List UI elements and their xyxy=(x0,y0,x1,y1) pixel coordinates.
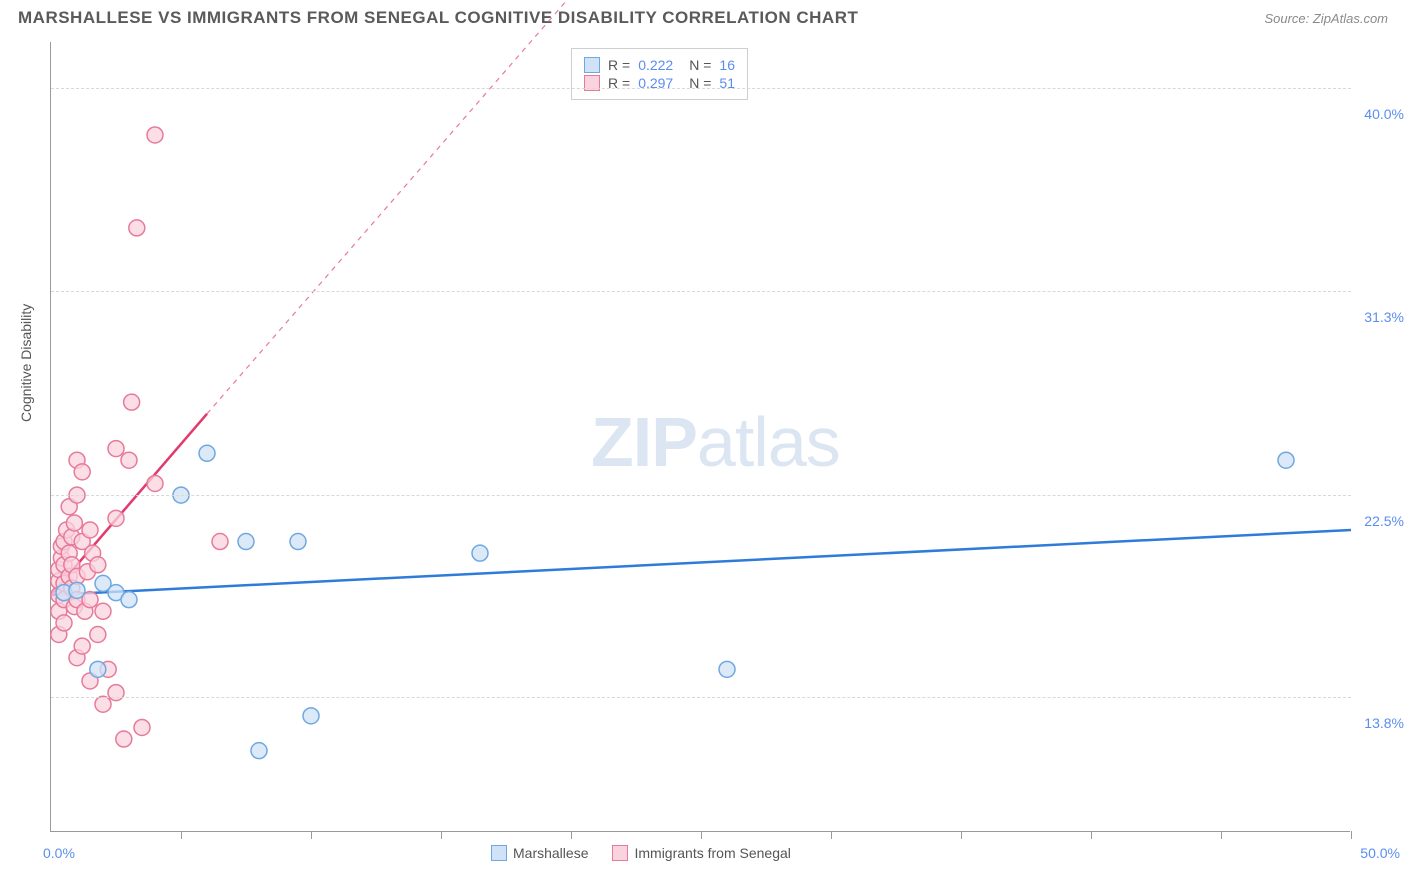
legend-label-2: Immigrants from Senegal xyxy=(634,845,790,861)
legend-label-1: Marshallese xyxy=(513,845,588,861)
y-tick-label: 31.3% xyxy=(1364,309,1404,325)
y-tick-label: 40.0% xyxy=(1364,106,1404,122)
x-tick xyxy=(831,831,832,839)
chart-title: MARSHALLESE VS IMMIGRANTS FROM SENEGAL C… xyxy=(18,8,858,28)
title-bar: MARSHALLESE VS IMMIGRANTS FROM SENEGAL C… xyxy=(0,0,1406,32)
x-max-label: 50.0% xyxy=(1360,845,1400,861)
x-tick xyxy=(571,831,572,839)
series-legend: Marshallese Immigrants from Senegal xyxy=(491,845,791,861)
plot-svg xyxy=(51,42,1351,832)
swatch-blue-icon xyxy=(584,57,600,73)
source-attribution: Source: ZipAtlas.com xyxy=(1264,11,1388,26)
x-tick xyxy=(1351,831,1352,839)
x-tick xyxy=(1091,831,1092,839)
x-tick xyxy=(181,831,182,839)
gridline xyxy=(51,697,1351,698)
plot-area: ZIPatlas R = 0.222 N = 16 R = 0.297 N = … xyxy=(50,42,1350,832)
gridline xyxy=(51,495,1351,496)
y-tick-label: 22.5% xyxy=(1364,513,1404,529)
gridline xyxy=(51,88,1351,89)
r-value-1: 0.222 xyxy=(638,57,673,73)
stats-row-1: R = 0.222 N = 16 xyxy=(584,57,735,73)
x-tick xyxy=(1221,831,1222,839)
y-tick-label: 13.8% xyxy=(1364,715,1404,731)
plot-container: Cognitive Disability ZIPatlas R = 0.222 … xyxy=(50,42,1390,832)
swatch-blue-icon xyxy=(491,845,507,861)
x-min-label: 0.0% xyxy=(43,845,75,861)
y-axis-label: Cognitive Disability xyxy=(18,304,34,422)
gridline xyxy=(51,291,1351,292)
stats-legend: R = 0.222 N = 16 R = 0.297 N = 51 xyxy=(571,48,748,100)
swatch-pink-icon xyxy=(612,845,628,861)
legend-item-1: Marshallese xyxy=(491,845,588,861)
x-tick xyxy=(441,831,442,839)
x-tick xyxy=(701,831,702,839)
n-value-1: 16 xyxy=(719,57,735,73)
x-tick xyxy=(961,831,962,839)
x-tick xyxy=(311,831,312,839)
legend-item-2: Immigrants from Senegal xyxy=(612,845,790,861)
